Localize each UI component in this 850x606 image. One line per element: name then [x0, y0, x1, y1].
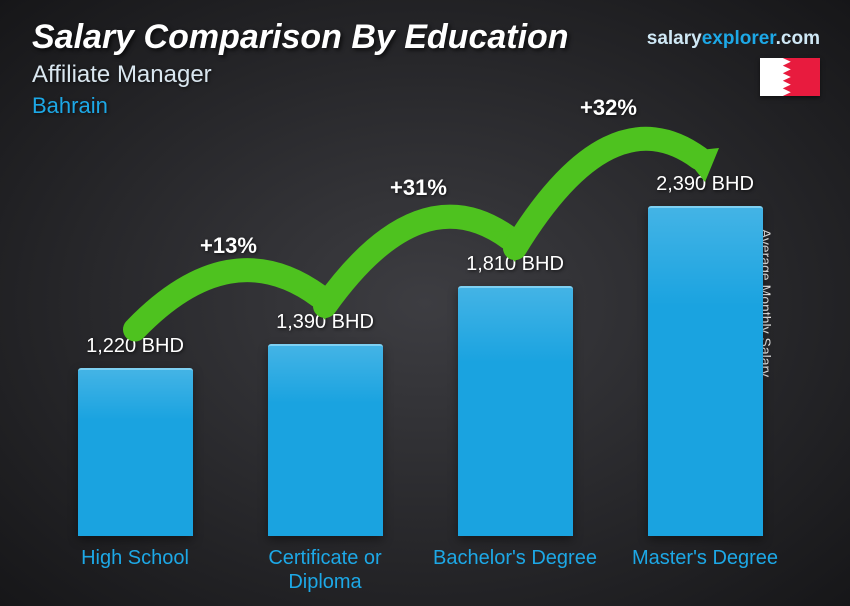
bar-label: Bachelor's Degree [420, 546, 610, 570]
bar-value: 2,390 BHD [610, 173, 800, 196]
bar-group: 2,390 BHDMaster's Degree [610, 173, 800, 536]
bar [648, 206, 763, 536]
bar-value: 1,220 BHD [40, 335, 230, 358]
bar-label: Master's Degree [610, 546, 800, 570]
bar [458, 286, 573, 536]
bar-label: Certificate or Diploma [230, 546, 420, 594]
brand-text: salaryexplorer.com [647, 28, 820, 50]
bar-group: 1,220 BHDHigh School [40, 335, 230, 536]
increase-label: +32% [580, 95, 637, 121]
brand-part2: explorer [702, 28, 776, 49]
bar [78, 368, 193, 536]
bar-value: 1,390 BHD [230, 311, 420, 334]
bar-value: 1,810 BHD [420, 253, 610, 276]
brand-part1: salary [647, 28, 702, 49]
bar-label: High School [40, 546, 230, 570]
chart-area: 1,220 BHDHigh School1,390 BHDCertificate… [40, 146, 800, 536]
bar-group: 1,810 BHDBachelor's Degree [420, 253, 610, 536]
bar [268, 344, 383, 536]
flag-icon [760, 58, 820, 96]
increase-label: +13% [200, 233, 257, 259]
brand: salaryexplorer.com [647, 28, 820, 101]
brand-part3: .com [776, 28, 820, 49]
increase-label: +31% [390, 175, 447, 201]
bar-group: 1,390 BHDCertificate or Diploma [230, 311, 420, 536]
